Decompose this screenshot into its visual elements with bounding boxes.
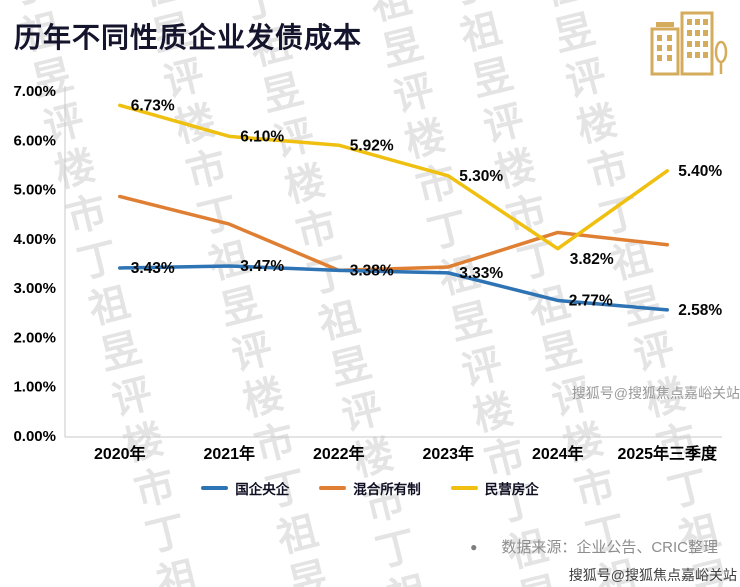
legend-swatch-icon (319, 486, 347, 490)
data-label: 5.40% (678, 163, 722, 180)
y-axis-tick: 1.00% (13, 379, 56, 396)
x-axis-label: 2022年 (313, 444, 365, 463)
watermark-column: 丁祖昱评楼市丁祖昱评楼市丁祖昱评楼市丁祖昱评楼市 (229, 0, 545, 587)
legend-item: 国企央企 (201, 478, 289, 498)
legend-label: 民营房企 (484, 482, 539, 497)
data-label: 6.10% (240, 128, 284, 145)
legend-item: 混合所有制 (319, 478, 421, 498)
data-label: 2.58% (678, 302, 722, 319)
source-note: 数据来源：企业公告、CRIC整理 (501, 539, 718, 556)
header: 历年不同性质企业发债成本 (14, 8, 730, 78)
x-axis-label: 2021年 (203, 444, 255, 463)
y-axis-tick: 7.00% (13, 83, 56, 100)
watermark-column: 丁祖昱评楼市丁祖昱评楼市丁祖昱评楼市丁祖昱评楼市 (349, 0, 665, 587)
series-line (118, 264, 669, 312)
bullet-icon: ● (470, 539, 478, 554)
y-axis-tick: 5.00% (13, 182, 56, 199)
x-axis-label: 2024年 (532, 444, 584, 463)
watermark-mid: 搜狐号@搜狐焦点嘉峪关站 (571, 385, 740, 401)
data-label: 3.82% (570, 251, 614, 268)
data-label: 3.43% (131, 260, 175, 277)
legend-item: 民营房企 (450, 478, 539, 498)
series-line (118, 194, 669, 273)
buildings-icon (650, 11, 728, 76)
legend-swatch-icon (201, 486, 229, 490)
legend-swatch-icon (450, 486, 478, 490)
y-axis-tick: 3.00% (13, 280, 56, 297)
watermark-column: 丁祖昱评楼市丁祖昱评楼市丁祖昱评楼市丁祖昱评楼市 (0, 0, 315, 587)
watermark-column: 丁祖昱评楼市丁祖昱评楼市丁祖昱评楼市丁祖昱评楼市 (119, 0, 435, 587)
data-label: 3.47% (240, 258, 284, 275)
watermark-column: 丁祖昱评楼市丁祖昱评楼市丁祖昱评楼市丁祖昱评楼市 (439, 0, 740, 587)
y-axis-tick: 0.00% (13, 428, 56, 445)
x-axis-label: 2020年 (94, 444, 146, 463)
chart-legend: 国企央企 混合所有制 民营房企 (0, 478, 740, 498)
data-label: 3.33% (459, 265, 503, 282)
watermark-column: 丁祖昱评楼市丁祖昱评楼市丁祖昱评楼市丁祖昱评楼市 (521, 0, 740, 587)
y-axis-tick: 6.00% (13, 132, 56, 149)
source-row: ● 数据来源：企业公告、CRIC整理 (470, 536, 718, 557)
page-title: 历年不同性质企业发债成本 (14, 22, 363, 53)
data-label: 5.92% (350, 137, 394, 154)
data-label: 3.38% (350, 263, 394, 280)
watermark-bottom: 搜狐号@搜狐焦点嘉峪关站 (568, 567, 737, 583)
y-axis-tick: 2.00% (13, 329, 56, 346)
legend-label: 国企央企 (235, 482, 290, 497)
x-axis-label: 2025年三季度 (617, 444, 718, 463)
legend-label: 混合所有制 (353, 482, 421, 497)
data-label: 5.30% (459, 168, 503, 185)
series-line (118, 103, 669, 251)
x-axis-label: 2023年 (422, 444, 474, 463)
data-label: 6.73% (131, 97, 175, 114)
y-axis-tick: 4.00% (13, 231, 56, 248)
data-label: 2.77% (569, 293, 613, 310)
